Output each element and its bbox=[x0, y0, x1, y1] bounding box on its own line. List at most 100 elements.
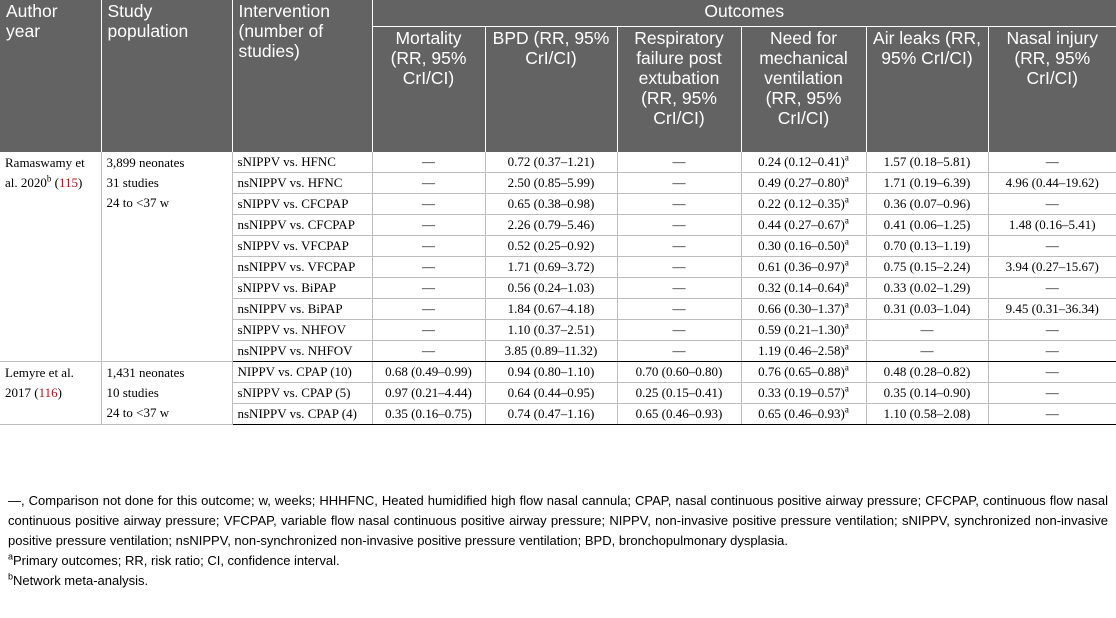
mech-value: 0.76 (0.65–0.88) bbox=[758, 364, 845, 379]
intervention-cell: nsNIPPV vs. BiPAP bbox=[231, 298, 372, 320]
primary-outcome-mark: a bbox=[844, 278, 849, 289]
mortality-value: — bbox=[422, 259, 435, 274]
bpd-value: 2.50 (0.85–5.99) bbox=[507, 175, 595, 190]
air-value: 1.10 (0.58–2.08) bbox=[883, 406, 971, 421]
table-footnotes: —, Comparison not done for this outcome;… bbox=[8, 491, 1108, 591]
intervention-cell: nsNIPPV vs. HFNC bbox=[231, 172, 372, 194]
bpd-value: 3.85 (0.89–11.32) bbox=[504, 343, 598, 358]
reference-link: 115 bbox=[58, 175, 79, 190]
bpd-value: 0.65 (0.38–0.98) bbox=[507, 196, 595, 211]
table-row: sNIPPV vs. CPAP (5) 0.97 (0.21–4.44) 0.64 … bbox=[0, 382, 1116, 404]
intervention-cell: nsNIPPV vs. CPAP (4) bbox=[231, 403, 372, 425]
air-cell: 0.33 (0.02–1.29) bbox=[865, 277, 988, 299]
air-cell: — bbox=[865, 319, 988, 341]
nasal-cell: — bbox=[987, 319, 1116, 341]
air-value: 0.35 (0.14–0.90) bbox=[883, 385, 971, 400]
mech-cell: 0.59 (0.21–1.30)a bbox=[740, 319, 866, 341]
air-value: 0.41 (0.06–1.25) bbox=[883, 217, 971, 232]
mortality-cell: — bbox=[371, 172, 485, 194]
bpd-cell: 0.56 (0.24–1.03) bbox=[484, 277, 617, 299]
bpd-cell: 1.84 (0.67–4.18) bbox=[484, 298, 617, 320]
bpd-cell: 0.94 (0.80–1.10) bbox=[484, 361, 617, 383]
air-cell: 0.36 (0.07–0.96) bbox=[865, 193, 988, 215]
air-value: — bbox=[920, 343, 934, 358]
mech-cell: 0.32 (0.14–0.64)a bbox=[740, 277, 866, 299]
header-respiratory-failure: Respiratory failure post extubation (RR,… bbox=[616, 26, 741, 152]
header-bpd: BPD (RR, 95% CrI/CI) bbox=[484, 26, 617, 152]
mortality-value: 0.35 (0.16–0.75) bbox=[385, 406, 472, 421]
mech-value: 0.22 (0.12–0.35) bbox=[758, 196, 845, 211]
primary-outcome-mark: a bbox=[844, 236, 849, 247]
air-cell: 0.75 (0.15–2.24) bbox=[865, 256, 988, 278]
resp-cell: 0.70 (0.60–0.80) bbox=[616, 361, 741, 383]
population-line: 10 studies bbox=[106, 385, 159, 400]
nasal-cell: — bbox=[987, 152, 1116, 173]
intervention-cell: nsNIPPV vs. VFCPAP bbox=[231, 256, 372, 278]
nasal-value: — bbox=[1045, 385, 1059, 400]
table-row: nsNIPPV vs. HFNC — 2.50 (0.85–5.99) — 0.49 (… bbox=[0, 172, 1116, 194]
nasal-cell: — bbox=[987, 193, 1116, 215]
air-cell: 0.48 (0.28–0.82) bbox=[865, 361, 988, 383]
table-row: sNIPPV vs. NHFOV — 1.10 (0.37–2.51) — 0.59 (… bbox=[0, 319, 1116, 341]
mortality-value: — bbox=[422, 280, 435, 295]
mortality-value: — bbox=[422, 196, 435, 211]
nasal-cell: — bbox=[987, 235, 1116, 257]
air-cell: 0.31 (0.03–1.04) bbox=[865, 298, 988, 320]
bpd-cell: 0.74 (0.47–1.16) bbox=[484, 403, 617, 425]
mech-value: 0.65 (0.46–0.93) bbox=[758, 406, 845, 421]
table-row: sNIPPV vs. CFCPAP — 0.65 (0.38–0.98) — 0.22 … bbox=[0, 193, 1116, 215]
nasal-value: — bbox=[1045, 343, 1059, 358]
header-intervention: Intervention (number of studies) bbox=[231, 0, 372, 152]
resp-cell: — bbox=[616, 214, 741, 236]
mech-cell: 0.66 (0.30–1.37)a bbox=[740, 298, 866, 320]
mortality-value: 0.68 (0.49–0.99) bbox=[385, 364, 472, 379]
air-value: 0.70 (0.13–1.19) bbox=[883, 238, 971, 253]
mech-value: 0.32 (0.14–0.64) bbox=[758, 280, 845, 295]
header-nasal-injury: Nasal injury (RR, 95% CrI/CI) bbox=[987, 26, 1116, 152]
bpd-cell: 0.64 (0.44–0.95) bbox=[484, 382, 617, 404]
mortality-cell: — bbox=[371, 193, 485, 215]
resp-value: — bbox=[672, 280, 686, 295]
mech-value: 0.66 (0.30–1.37) bbox=[758, 301, 845, 316]
nasal-value: 4.96 (0.44–19.62) bbox=[1005, 175, 1099, 190]
intervention-cell: nsNIPPV vs. NHFOV bbox=[231, 340, 372, 362]
intervention-cell: sNIPPV vs. VFCPAP bbox=[231, 235, 372, 257]
mortality-value: — bbox=[422, 217, 435, 232]
population-cell: 1,431 neonates 10 studies 24 to <37 w bbox=[100, 361, 232, 425]
mech-value: 0.24 (0.12–0.41) bbox=[758, 154, 845, 169]
air-cell: 1.71 (0.19–6.39) bbox=[865, 172, 988, 194]
footnote-b: bNetwork meta-analysis. bbox=[8, 571, 1108, 591]
mortality-cell: — bbox=[371, 214, 485, 236]
header-outcomes: Outcomes bbox=[371, 0, 1116, 27]
mortality-cell: 0.97 (0.21–4.44) bbox=[371, 382, 485, 404]
air-value: 0.48 (0.28–0.82) bbox=[883, 364, 971, 379]
bpd-value: 0.94 (0.80–1.10) bbox=[507, 364, 595, 379]
bpd-cell: 0.65 (0.38–0.98) bbox=[484, 193, 617, 215]
nasal-cell: 9.45 (0.31–36.34) bbox=[987, 298, 1116, 320]
header-mortality: Mortality (RR, 95% CrI/CI) bbox=[371, 26, 485, 152]
nasal-value: — bbox=[1045, 196, 1059, 211]
nasal-cell: — bbox=[987, 403, 1116, 425]
bpd-value: 0.64 (0.44–0.95) bbox=[507, 385, 595, 400]
bpd-value: 1.71 (0.69–3.72) bbox=[507, 259, 595, 274]
bpd-cell: 0.72 (0.37–1.21) bbox=[484, 152, 617, 173]
nasal-value: 9.45 (0.31–36.34) bbox=[1005, 301, 1099, 316]
resp-value: 0.70 (0.60–0.80) bbox=[635, 364, 723, 379]
air-value: — bbox=[920, 322, 934, 337]
author-cell: Lemyre et al. 2017 (116) bbox=[0, 361, 101, 425]
table-row: nsNIPPV vs. CFCPAP — 2.26 (0.79–5.46) — 0.44… bbox=[0, 214, 1116, 236]
bpd-value: 2.26 (0.79–5.46) bbox=[507, 217, 595, 232]
air-cell: 1.57 (0.18–5.81) bbox=[865, 152, 988, 173]
mortality-value: — bbox=[422, 154, 435, 169]
resp-cell: — bbox=[616, 340, 741, 362]
bpd-value: 0.52 (0.25–0.92) bbox=[507, 238, 595, 253]
resp-cell: — bbox=[616, 235, 741, 257]
resp-cell: — bbox=[616, 152, 741, 173]
footnote-a: aPrimary outcomes; RR, risk ratio; CI, c… bbox=[8, 551, 1108, 571]
reference-link: 116 bbox=[38, 385, 58, 400]
primary-outcome-mark: a bbox=[844, 194, 849, 205]
mortality-cell: — bbox=[371, 256, 485, 278]
mech-cell: 0.49 (0.27–0.80)a bbox=[740, 172, 866, 194]
resp-value: 0.25 (0.15–0.41) bbox=[635, 385, 723, 400]
nasal-cell: 3.94 (0.27–15.67) bbox=[987, 256, 1116, 278]
